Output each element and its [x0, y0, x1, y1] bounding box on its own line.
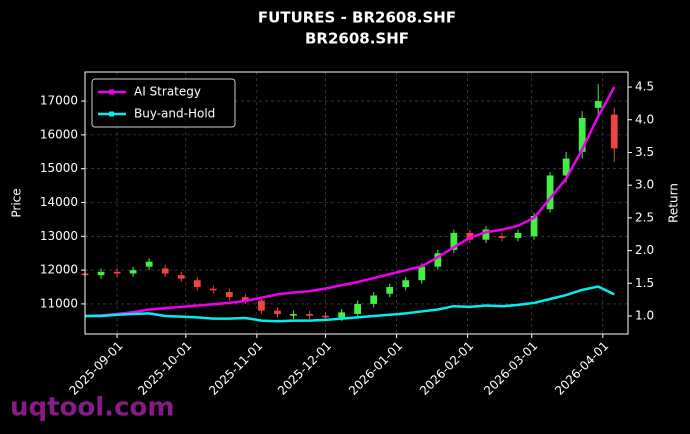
candle-body — [177, 275, 185, 279]
y2-tick-label: 1.0 — [635, 309, 654, 323]
line-series — [84, 86, 616, 318]
y-axis-label: Price — [10, 188, 24, 217]
candle-body — [418, 266, 426, 281]
candle-body — [498, 236, 506, 238]
candle-body — [306, 314, 313, 316]
y-tick-label: 14000 — [40, 195, 78, 209]
candle-body — [610, 114, 618, 149]
watermark: uqtool.com — [10, 393, 174, 423]
y-tick-label: 12000 — [40, 263, 78, 277]
candle-body — [530, 216, 538, 237]
y-tick-label: 13000 — [40, 229, 78, 243]
y2-tick-label: 4.0 — [635, 112, 654, 126]
y2-tick-label: 3.0 — [635, 178, 654, 192]
candle-body — [161, 268, 169, 274]
y2-tick-label: 4.5 — [635, 80, 654, 94]
candle-body — [594, 101, 602, 108]
legend-label: Buy-and-Hold — [134, 107, 215, 121]
y2-tick-label: 2.5 — [635, 210, 654, 224]
candle-body — [546, 175, 554, 210]
candle-body — [562, 158, 570, 176]
candle-body — [225, 292, 233, 298]
y2-axis-label: Return — [667, 183, 681, 223]
candle-body — [129, 270, 137, 274]
candle-body — [338, 312, 346, 318]
candle-body — [514, 232, 522, 238]
candle-body — [209, 288, 217, 291]
candle-body — [482, 229, 490, 240]
y-tick-label: 17000 — [40, 94, 78, 108]
candle-body — [274, 310, 281, 315]
legend-box — [91, 78, 236, 128]
y2-tick-label: 3.5 — [635, 145, 654, 159]
chart-title: FUTURES - BR2608.SHF — [258, 9, 456, 27]
y-tick-label: 11000 — [40, 296, 78, 310]
chart-subtitle: BR2608.SHF — [305, 30, 409, 48]
candle-body — [193, 280, 201, 288]
legend-label: AI Strategy — [134, 85, 201, 99]
legend-marker — [109, 89, 114, 95]
candle-body — [258, 300, 265, 311]
candle-body — [145, 261, 153, 267]
y2-tick-label: 2.0 — [635, 243, 654, 257]
candle-body — [113, 271, 121, 274]
candle-body — [370, 295, 378, 304]
candle-body — [290, 314, 297, 316]
candle-body — [322, 315, 329, 318]
candle-body — [578, 117, 586, 152]
candle-body — [241, 297, 249, 301]
legend-marker — [109, 111, 114, 117]
plot-frame — [84, 71, 629, 335]
y-tick-label: 15000 — [40, 161, 78, 175]
candle-body — [97, 271, 105, 276]
candle-body — [450, 232, 458, 250]
candle-body — [354, 303, 362, 315]
candle-body — [386, 287, 394, 294]
candle-body — [434, 253, 442, 267]
y-tick-label: 16000 — [40, 127, 78, 141]
line-series — [85, 285, 615, 323]
y2-tick-label: 1.5 — [635, 276, 654, 290]
candle-body — [402, 280, 410, 288]
